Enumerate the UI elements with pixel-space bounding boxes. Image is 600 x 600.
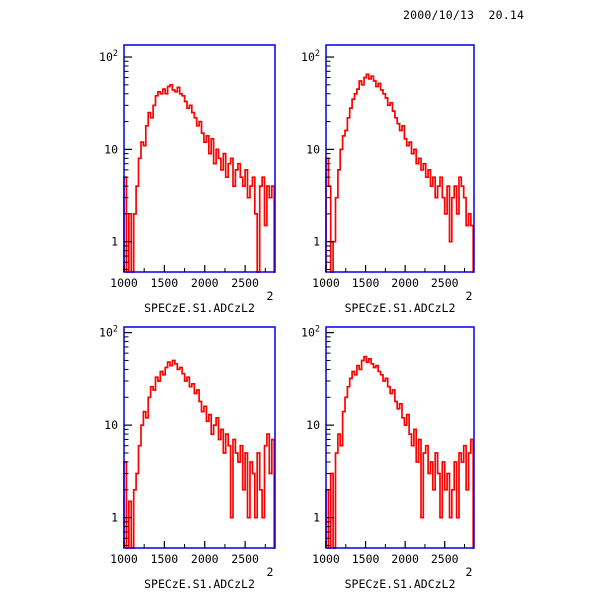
histogram-id-label: 2 <box>466 565 473 579</box>
histogram-panel-bottom-left: 1 10 102 1000 1500 2000 2500 2 SPECzE.S1.ADCzL2 <box>99 325 276 591</box>
y-tick-label: 10 <box>104 142 118 156</box>
y-tick-label: 1 <box>313 235 320 249</box>
y-tick-label: 102 <box>99 325 118 340</box>
x-tick-label: 1500 <box>151 552 179 566</box>
x-tick-label: 1000 <box>312 276 340 290</box>
axis-frame <box>325 326 475 549</box>
histogram-line <box>325 73 475 273</box>
histogram-line <box>325 355 475 549</box>
histogram-id-label: 2 <box>466 289 473 303</box>
histogram-line <box>123 359 276 549</box>
x-tick-label: 1000 <box>312 552 340 566</box>
y-tick-label: 1 <box>313 511 320 525</box>
x-tick-label: 1500 <box>352 552 380 566</box>
y-tick-label: 102 <box>301 49 320 64</box>
x-axis-title: SPECzE.S1.ADCzL2 <box>144 577 255 591</box>
y-tick-label: 1 <box>111 235 118 249</box>
y-tick-label: 1 <box>111 511 118 525</box>
axis-frame <box>123 44 276 273</box>
x-tick-label: 2000 <box>391 276 419 290</box>
x-axis-title: SPECzE.S1.ADCzL2 <box>144 301 255 315</box>
x-tick-label: 2000 <box>391 552 419 566</box>
x-axis-title: SPECzE.S1.ADCzL2 <box>345 301 456 315</box>
axis-frame <box>123 326 276 549</box>
x-axis-title: SPECzE.S1.ADCzL2 <box>345 577 456 591</box>
x-tick-label: 2500 <box>431 552 459 566</box>
histogram-id-label: 2 <box>267 565 274 579</box>
x-tick-label: 1000 <box>110 552 138 566</box>
x-tick-label: 2500 <box>231 552 259 566</box>
y-tick-label: 10 <box>306 418 320 432</box>
histogram-panel-top-left: 1 10 102 1000 1500 2000 2500 2 SPECzE.S1.ADCzL2 <box>99 44 276 315</box>
x-tick-label: 1000 <box>110 276 138 290</box>
x-tick-label: 2500 <box>231 276 259 290</box>
histogram-panel-bottom-right: 1 10 102 1000 1500 2000 2500 2 SPECzE.S1.ADCzL2 <box>301 325 475 591</box>
timestamp: 2000/10/13 20.14 <box>403 8 525 22</box>
y-tick-label: 10 <box>306 142 320 156</box>
histogram-panel-top-right: 1 10 102 1000 1500 2000 2500 2 SPECzE.S1.ADCzL2 <box>301 44 475 315</box>
y-tick-label: 102 <box>301 325 320 340</box>
x-tick-label: 1500 <box>151 276 179 290</box>
x-tick-label: 2000 <box>191 276 219 290</box>
x-tick-label: 1500 <box>352 276 380 290</box>
histogram-id-label: 2 <box>267 289 274 303</box>
y-tick-label: 10 <box>104 418 118 432</box>
x-tick-label: 2000 <box>191 552 219 566</box>
histogram-line <box>123 83 276 273</box>
y-tick-label: 102 <box>99 49 118 64</box>
x-tick-label: 2500 <box>431 276 459 290</box>
